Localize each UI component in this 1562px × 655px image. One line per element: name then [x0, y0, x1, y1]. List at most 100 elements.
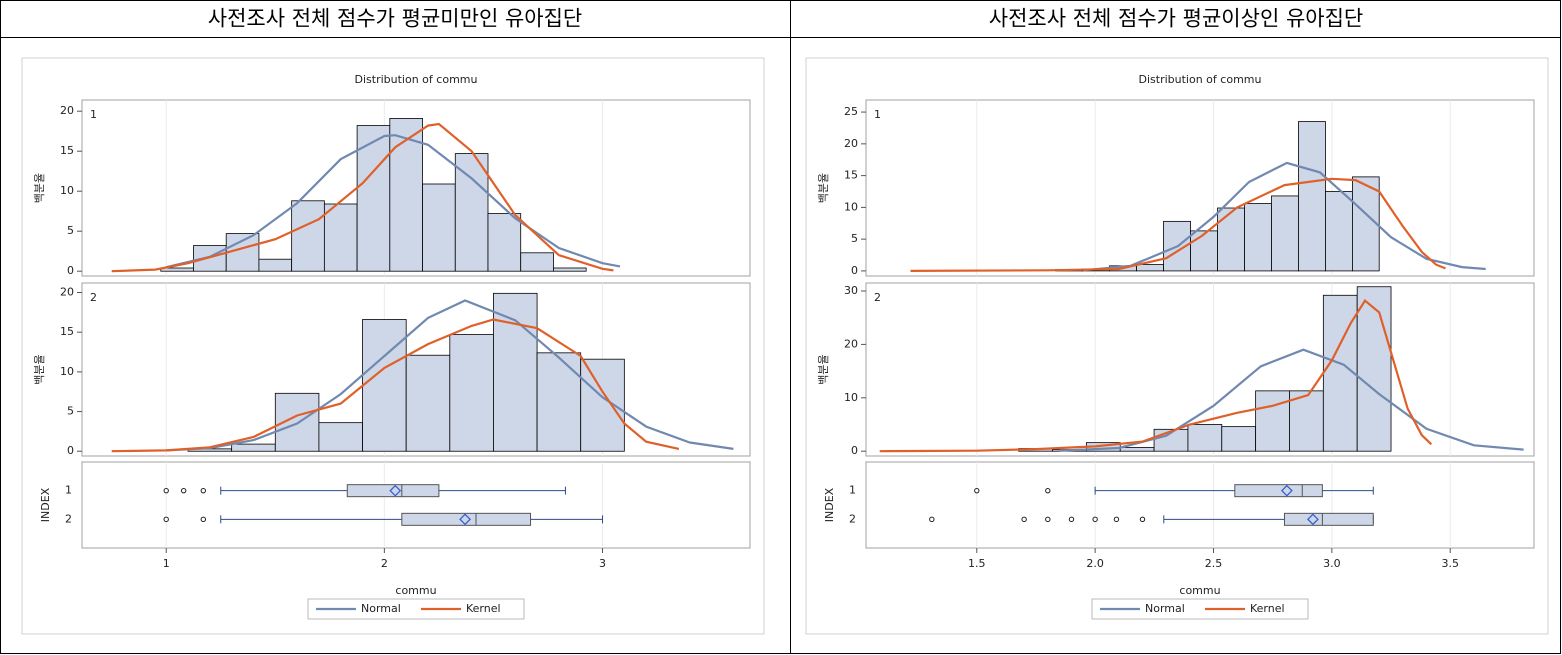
box — [401, 512, 532, 526]
y-tick-label: 20 — [60, 286, 74, 299]
mean-marker — [459, 513, 472, 526]
histogram-bar — [1136, 264, 1164, 272]
histogram-bar — [1322, 294, 1358, 452]
histogram-bar — [258, 258, 293, 272]
outlier — [200, 487, 206, 494]
y-axis-label: 백분율 — [33, 354, 46, 384]
mean-marker — [1280, 484, 1293, 497]
outlier — [929, 516, 935, 523]
x-tick-label: 2.0 — [1086, 557, 1104, 570]
y-tick-label: 30 — [844, 284, 858, 297]
outlier — [1139, 516, 1146, 523]
kernel-curve — [910, 177, 1446, 272]
outlier — [1113, 516, 1120, 523]
histogram-bar — [318, 422, 363, 452]
legend — [307, 598, 525, 620]
histogram-bar — [291, 200, 325, 272]
y-tick-label: 10 — [60, 365, 74, 378]
x-tick-label: 3.0 — [1323, 557, 1341, 570]
histogram-bar — [1221, 426, 1257, 452]
histogram-bar — [323, 203, 358, 272]
y-axis-label: 백분율 — [817, 354, 830, 384]
histogram-bar — [487, 213, 522, 272]
kernel-curve — [111, 122, 614, 273]
outlier — [1068, 516, 1075, 523]
y-tick-label: 15 — [60, 144, 74, 157]
chart-title: Distribution of commu — [355, 73, 478, 86]
legend-label: Normal — [1145, 602, 1185, 615]
y-tick-label: 5 — [67, 224, 74, 237]
kernel-curve — [111, 318, 680, 453]
outlier — [200, 516, 206, 523]
y-tick-label: 5 — [851, 232, 858, 245]
table-header: 사전조사 전체 점수가 평균이상인 유아집단 — [989, 7, 1363, 31]
box — [1284, 512, 1374, 526]
histogram-bar — [231, 443, 276, 452]
y-tick-label: 20 — [60, 104, 74, 117]
x-axis-label: commu — [395, 584, 436, 597]
y-axis-label: 백분율 — [817, 173, 830, 203]
mean-marker — [1306, 513, 1319, 526]
y-tick-label: 25 — [844, 105, 858, 118]
legend — [1091, 598, 1309, 620]
outlier — [1045, 487, 1051, 494]
mean-marker — [389, 484, 402, 497]
y-tick-label: 5 — [67, 405, 74, 418]
normal-curve — [166, 299, 734, 452]
y-tick-label: 0 — [67, 264, 74, 277]
y-tick-label: 0 — [851, 264, 858, 277]
normal-curve — [165, 134, 621, 269]
panel-label: 2 — [874, 291, 881, 304]
x-tick-label: 1 — [163, 557, 170, 570]
histogram-bar — [1356, 286, 1392, 452]
y-tick-label: 15 — [60, 325, 74, 338]
histogram-bar — [1289, 390, 1324, 452]
x-tick-label: 3.5 — [1441, 557, 1459, 570]
histogram-bar — [454, 153, 489, 272]
outlier — [1021, 516, 1027, 523]
y-tick-label: 2 — [65, 512, 72, 525]
histogram-bar — [553, 267, 587, 272]
y-tick-label: 2 — [849, 512, 856, 525]
outlier — [974, 487, 980, 494]
x-axis-label: commu — [1179, 584, 1220, 597]
histogram-bar — [193, 245, 227, 272]
x-tick-label: 2 — [381, 557, 388, 570]
histogram-bar — [1119, 447, 1155, 452]
y-tick-label: 1 — [849, 484, 856, 497]
histogram-bar — [493, 292, 538, 452]
y-tick-label: 10 — [844, 200, 858, 213]
histogram-bar — [389, 118, 423, 272]
histogram-bar — [580, 358, 625, 452]
y-axis-label: INDEX — [823, 487, 836, 522]
outlier — [1045, 516, 1051, 523]
histogram-bar — [356, 125, 391, 272]
panel — [865, 461, 1535, 549]
panel-label: 1 — [874, 108, 881, 121]
histogram-bar — [1190, 230, 1218, 272]
histogram-bar — [1325, 191, 1353, 272]
histogram-bar — [1217, 207, 1245, 272]
histogram-bar — [362, 319, 407, 452]
legend-label: Normal — [361, 602, 401, 615]
y-tick-label: 20 — [844, 137, 858, 150]
panel-label: 2 — [90, 291, 97, 304]
histogram-bar — [422, 183, 456, 272]
histogram-bar — [1352, 176, 1380, 272]
outlier — [180, 487, 187, 494]
panel-label: 1 — [90, 108, 97, 121]
histogram-bar — [1187, 424, 1223, 452]
y-tick-label: 10 — [60, 184, 74, 197]
kernel-curve — [879, 298, 1433, 453]
histogram-bar — [405, 354, 451, 452]
y-tick-label: 20 — [844, 337, 858, 350]
histogram-bar — [536, 352, 582, 452]
legend-label: Kernel — [1250, 602, 1285, 615]
chart-frame — [21, 57, 765, 635]
box — [346, 484, 440, 498]
y-axis-label: INDEX — [39, 487, 52, 522]
y-tick-label: 0 — [67, 444, 74, 457]
histogram-bar — [449, 334, 494, 452]
